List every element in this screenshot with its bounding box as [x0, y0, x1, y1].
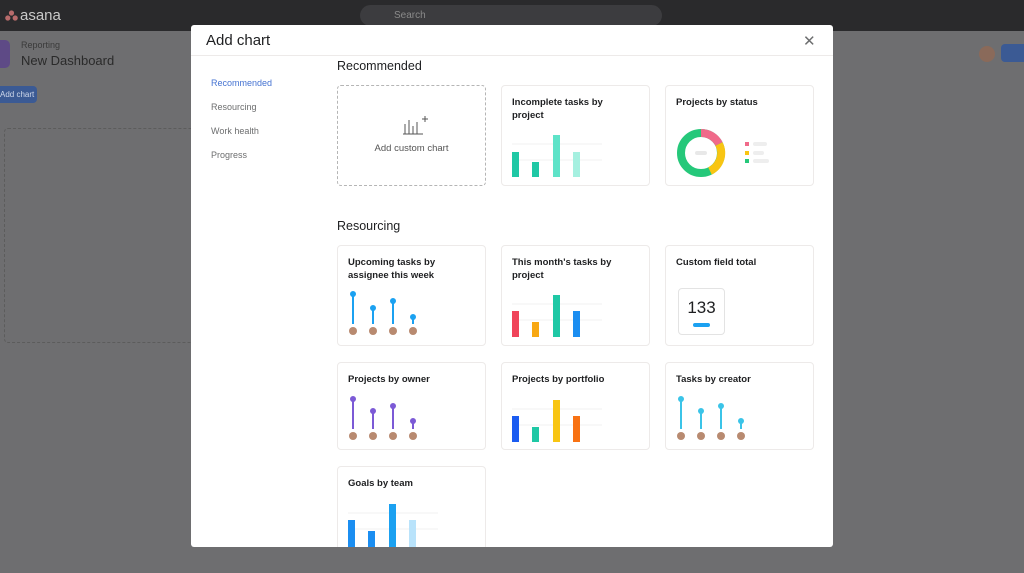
card-title: Add custom chart	[374, 143, 449, 154]
placeholder-panel	[4, 128, 194, 343]
dashboard-title: New Dashboard	[21, 53, 115, 68]
divider	[191, 55, 833, 56]
lollipop-thumbnail	[349, 291, 417, 335]
chart-card[interactable]: Custom field total 133	[665, 245, 814, 346]
card-title: Custom field total	[676, 257, 757, 268]
chart-card[interactable]: Projects by portfolio	[501, 362, 650, 450]
modal-title: Add chart	[206, 32, 271, 49]
nav-item[interactable]: Recommended	[211, 78, 273, 88]
nav-item[interactable]: Work health	[211, 126, 259, 136]
bar-thumbnail	[512, 135, 602, 177]
number-tile: 133	[678, 288, 725, 335]
chart-card[interactable]: Incomplete tasks by project	[501, 85, 650, 186]
breadcrumb: Reporting	[21, 40, 61, 50]
logo-icon	[5, 10, 18, 21]
card-title: Projects by status	[676, 97, 758, 108]
card-title: Tasks by creator	[676, 374, 751, 385]
modal: Add chart ✕ Recommended Resourcing Work …	[191, 25, 833, 547]
number-value: 133	[687, 298, 716, 317]
chart-card[interactable]: Upcoming tasks by assignee this week	[337, 245, 486, 346]
card-title: This month's tasks by project	[512, 257, 612, 281]
section-heading: Resourcing	[337, 219, 401, 233]
bar-thumbnail	[512, 295, 602, 337]
close-button[interactable]: ✕	[803, 33, 816, 50]
chart-card[interactable]: Tasks by creator	[665, 362, 814, 450]
lollipop-thumbnail	[677, 396, 745, 440]
bar-thumbnail	[512, 400, 602, 442]
share-button	[1001, 44, 1024, 62]
bar-thumbnail	[348, 504, 438, 547]
add-chart-button: Add chart	[0, 86, 37, 103]
chart-card[interactable]: Goals by team	[337, 466, 486, 547]
card-title: Upcoming tasks by assignee this week	[348, 257, 436, 281]
chart-card[interactable]: Add custom chart	[337, 85, 486, 186]
card-title: Incomplete tasks by project	[512, 97, 603, 121]
project-icon	[0, 40, 10, 68]
chart-card[interactable]: Projects by owner	[337, 362, 486, 450]
search-box[interactable]: Search	[360, 5, 662, 26]
avatar	[979, 46, 995, 62]
logo: asana	[20, 7, 61, 24]
card-title: Projects by portfolio	[512, 374, 605, 385]
nav-item[interactable]: Progress	[211, 150, 248, 160]
lollipop-thumbnail	[349, 396, 417, 440]
chart-card[interactable]: This month's tasks by project	[501, 245, 650, 346]
card-title: Goals by team	[348, 478, 413, 489]
nav-item[interactable]: Resourcing	[211, 102, 257, 112]
donut-thumbnail	[677, 128, 769, 177]
chart-card[interactable]: Projects by status	[665, 85, 814, 186]
card-title: Projects by owner	[348, 374, 430, 385]
add-icon	[403, 116, 428, 135]
number-bar	[693, 323, 710, 327]
section-heading: Recommended	[337, 59, 422, 73]
